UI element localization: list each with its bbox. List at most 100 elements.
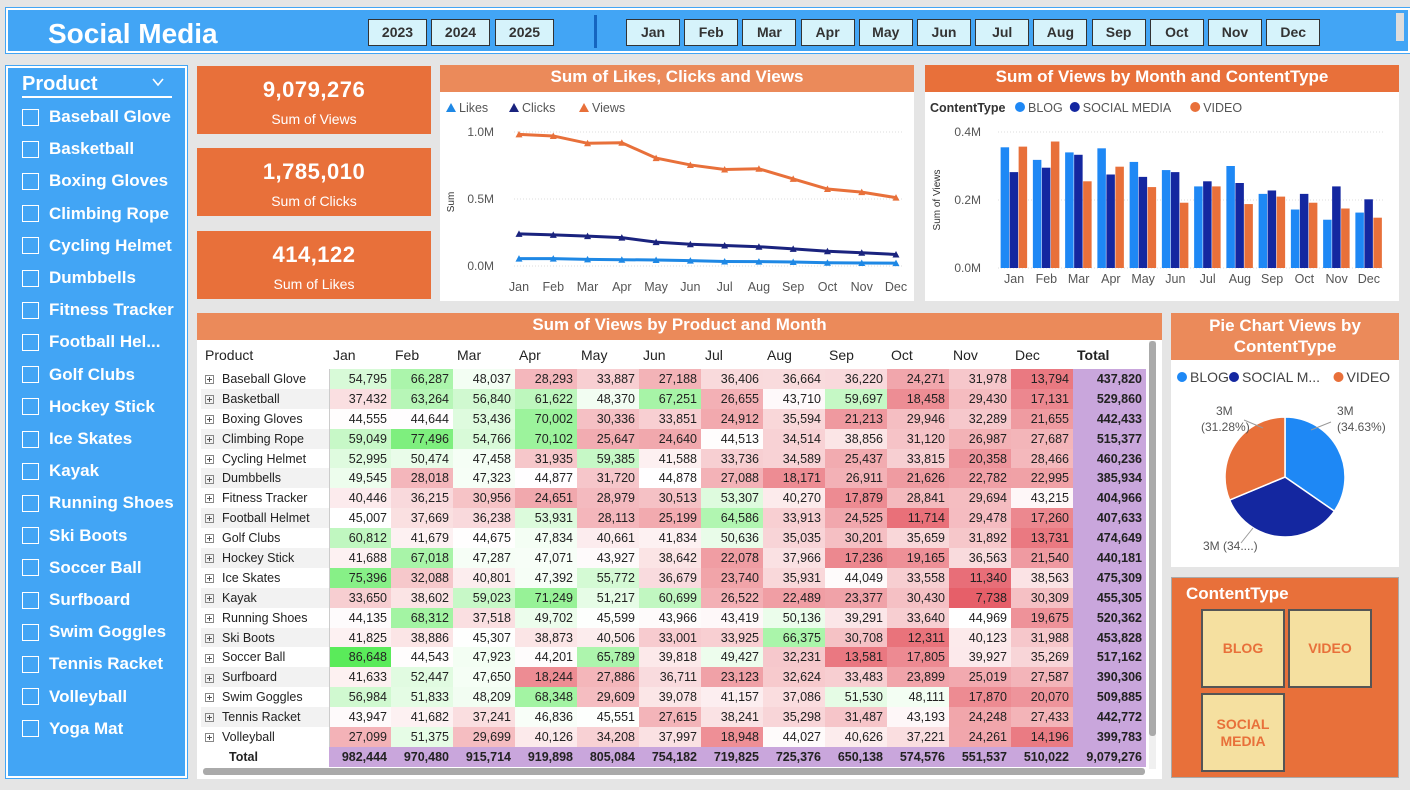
slicer-item[interactable]: Tennis Racket [22,652,187,676]
legend-item[interactable]: BLOG [1177,369,1229,385]
checkbox[interactable] [22,140,39,158]
bar[interactable] [1097,148,1106,268]
bar[interactable] [1129,161,1139,268]
slicer-item[interactable]: Volleyball [22,685,187,709]
data-point[interactable] [686,257,694,264]
bar[interactable] [1244,204,1253,268]
slicer-item[interactable]: Basketball [22,137,187,161]
bar[interactable] [1373,217,1382,268]
series-line-likes[interactable] [519,257,897,265]
slicer-item[interactable]: Cycling Helmet [22,234,187,258]
contenttype-social-media-button[interactable]: SOCIAL MEDIA [1201,693,1285,772]
checkbox[interactable] [22,108,39,126]
bar[interactable] [1170,172,1180,268]
bar[interactable] [1106,174,1115,269]
legend-item[interactable]: SOCIAL M... [1229,369,1320,385]
slicer-item[interactable]: Fitness Tracker [22,298,187,322]
data-point[interactable] [515,230,523,237]
expand-icon[interactable] [205,554,214,564]
chevron-down-icon[interactable] [152,76,164,88]
checkbox[interactable] [22,462,39,480]
month-button-sep[interactable]: Sep [1091,19,1146,46]
expand-icon[interactable] [205,395,214,405]
checkbox[interactable] [22,720,39,738]
bar[interactable] [1323,219,1332,268]
data-point[interactable] [823,247,831,255]
bar[interactable] [1179,202,1189,268]
bar[interactable] [1364,199,1373,268]
checkbox[interactable] [22,333,39,351]
column-header[interactable]: Jan [333,347,356,363]
month-button-jan[interactable]: Jan [626,19,680,46]
expand-icon[interactable] [205,534,214,544]
bar[interactable] [1355,212,1364,268]
pie-slice[interactable] [1284,416,1346,513]
data-point[interactable] [858,259,866,267]
matrix-vscroll-thumb[interactable] [1149,341,1156,736]
checkbox[interactable] [22,527,39,545]
pie-slice[interactable] [1224,416,1286,502]
bar[interactable] [1009,172,1019,268]
data-point[interactable] [584,232,592,240]
data-point[interactable] [789,258,797,265]
column-header[interactable]: Product [205,347,254,363]
bar[interactable] [1050,141,1060,268]
slicer-item[interactable]: Yoga Mat [22,717,187,741]
bar[interactable] [1032,159,1042,268]
expand-icon[interactable] [205,713,214,723]
bar[interactable] [1341,208,1350,269]
data-point[interactable] [823,185,831,193]
pie-slice[interactable] [1228,476,1336,538]
expand-icon[interactable] [205,375,214,385]
checkbox[interactable] [22,559,39,577]
data-point[interactable] [549,231,557,238]
expand-icon[interactable] [205,613,214,623]
month-button-jul[interactable]: Jul [975,19,1030,46]
bar[interactable] [1276,196,1286,268]
column-header[interactable]: Oct [891,347,913,363]
contenttype-video-button[interactable]: VIDEO [1288,609,1372,688]
bar[interactable] [1161,170,1171,268]
month-button-mar[interactable]: Mar [742,19,797,46]
bar[interactable] [1147,187,1157,268]
legend-item[interactable]: BLOG [1015,101,1063,115]
checkbox[interactable] [22,172,39,190]
data-point[interactable] [721,257,729,265]
slicer-item[interactable]: Football Hel... [22,330,187,354]
bar[interactable] [1065,152,1074,268]
slicer-item[interactable]: Ski Boots [22,524,187,548]
month-button-nov[interactable]: Nov [1208,19,1262,46]
data-point[interactable] [584,139,592,147]
data-point[interactable] [789,175,797,182]
data-point[interactable] [515,255,523,262]
data-point[interactable] [618,139,626,146]
data-point[interactable] [892,194,900,201]
data-point[interactable] [892,259,900,267]
legend-item[interactable]: VIDEO [1333,369,1391,385]
month-button-oct[interactable]: Oct [1149,19,1204,46]
data-point[interactable] [549,132,557,139]
checkbox[interactable] [22,623,39,641]
expand-icon[interactable] [205,474,214,484]
data-point[interactable] [515,130,523,138]
column-header[interactable]: Jun [643,347,666,363]
column-header[interactable]: Aug [767,347,792,363]
checkbox[interactable] [22,301,39,319]
bar[interactable] [1138,176,1148,268]
data-point[interactable] [652,256,660,263]
column-header[interactable]: Mar [457,347,482,363]
expand-icon[interactable] [205,633,214,643]
data-point[interactable] [584,255,592,263]
slicer-item[interactable]: Swim Goggles [22,620,187,644]
column-header[interactable]: Feb [395,347,420,363]
expand-icon[interactable] [205,733,214,743]
bar[interactable] [1299,193,1309,268]
slicer-item[interactable]: Running Shoes [22,491,187,515]
bar[interactable] [1226,166,1235,268]
data-point[interactable] [823,259,831,266]
column-header[interactable]: Jul [705,347,723,363]
series-line-views[interactable] [518,132,897,200]
year-button-2025[interactable]: 2025 [495,19,554,46]
month-button-dec[interactable]: Dec [1266,19,1321,46]
header-scrollbar[interactable] [1396,13,1404,41]
